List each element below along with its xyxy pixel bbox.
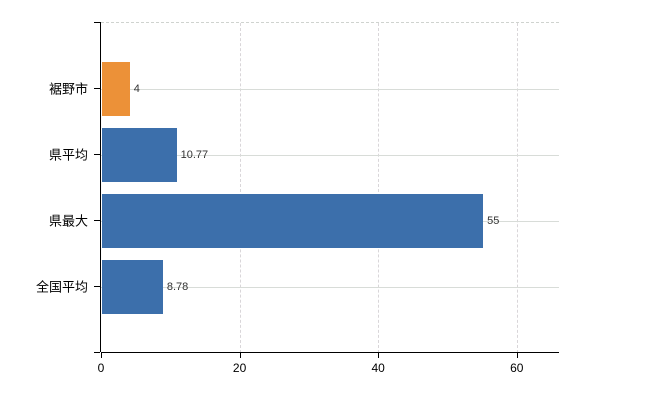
horizontal-gridline bbox=[101, 89, 559, 90]
y-axis-tick bbox=[94, 22, 100, 23]
x-axis-tick bbox=[378, 352, 380, 358]
x-tick-label: 40 bbox=[371, 361, 385, 375]
vertical-gridline bbox=[378, 23, 380, 353]
x-axis-tick bbox=[516, 352, 518, 358]
y-axis-tick bbox=[94, 88, 100, 89]
x-axis-line bbox=[101, 352, 559, 353]
category-label-全国平均: 全国平均 bbox=[35, 279, 88, 295]
vertical-gridline bbox=[239, 23, 241, 353]
bar-県最大 bbox=[102, 194, 484, 248]
category-label-裾野市: 裾野市 bbox=[48, 81, 88, 97]
bar-県平均 bbox=[102, 128, 177, 182]
vertical-gridline bbox=[516, 23, 518, 353]
value-label: 10.77 bbox=[180, 149, 209, 161]
category-label-県平均: 県平均 bbox=[48, 147, 88, 163]
x-tick-label: 20 bbox=[232, 361, 247, 375]
value-label: 55 bbox=[487, 215, 500, 227]
x-tick-label: 60 bbox=[510, 361, 524, 375]
bar-全国平均 bbox=[102, 260, 163, 314]
y-axis-tick bbox=[94, 220, 100, 221]
x-tick-label: 0 bbox=[97, 361, 105, 375]
horizontal-gridline bbox=[101, 155, 559, 156]
bar-裾野市 bbox=[102, 62, 130, 116]
category-label-県最大: 県最大 bbox=[48, 213, 88, 229]
y-axis-tick bbox=[94, 154, 100, 155]
y-axis-tick bbox=[94, 286, 100, 287]
y-axis-line bbox=[100, 22, 101, 352]
y-axis-tick bbox=[94, 352, 100, 353]
x-axis-tick bbox=[101, 352, 102, 358]
plot-area: 4 10.77 55 8.78 bbox=[101, 22, 559, 353]
x-axis-tick bbox=[239, 352, 241, 358]
value-label: 4 bbox=[133, 83, 140, 95]
horizontal-gridline bbox=[101, 287, 559, 288]
value-label: 8.78 bbox=[166, 281, 189, 293]
